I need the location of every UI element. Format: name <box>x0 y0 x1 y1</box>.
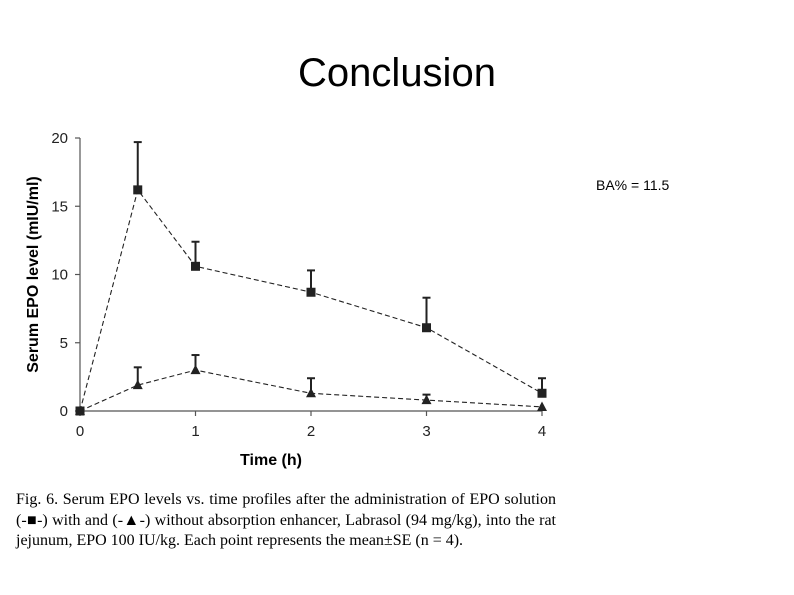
series-1-square-marker <box>306 287 316 297</box>
x-tick-label: 1 <box>191 423 199 440</box>
series-1-square-marker <box>422 323 431 333</box>
y-axis-label: Serum EPO level (mIU/ml) <box>25 176 42 373</box>
x-tick-label: 4 <box>538 423 546 440</box>
series-2-triangle-marker <box>132 379 143 390</box>
series-2-triangle-marker <box>306 387 316 398</box>
y-tick-label: 10 <box>51 267 68 284</box>
chart-axes: 0 5 10 15 20 0 1 2 3 4 <box>51 130 546 440</box>
bioavailability-note: BA% = 11.5 <box>596 177 670 193</box>
y-tick-label: 20 <box>51 130 68 147</box>
x-tick-label: 3 <box>422 423 430 440</box>
series-1-square-marker <box>537 388 547 398</box>
y-tick-label: 15 <box>51 198 68 215</box>
series-2-triangle-marker <box>190 364 201 375</box>
series-1-square-marker <box>133 185 143 195</box>
series-2-triangle-marker <box>421 394 432 405</box>
y-tick-label: 5 <box>60 335 68 352</box>
figure-caption: Fig. 6. Serum EPO levels vs. time profil… <box>16 491 556 549</box>
x-tick-label: 0 <box>76 423 84 440</box>
series-1-square-marker <box>191 261 200 271</box>
series-2-line <box>79 369 543 412</box>
y-tick-label: 0 <box>60 403 68 420</box>
epo-chart: 0 5 10 15 20 0 1 2 3 4 Serum EPO level (mIU/ml) T… <box>25 130 547 469</box>
series-1-line <box>79 188 543 412</box>
x-axis-label: Time (h) <box>240 452 302 469</box>
series-2-triangle-marker <box>75 405 85 416</box>
series-2-triangle-marker <box>537 401 547 411</box>
chart-series <box>75 141 547 416</box>
slide-title: Conclusion <box>298 51 496 95</box>
x-tick-label: 2 <box>307 423 315 440</box>
